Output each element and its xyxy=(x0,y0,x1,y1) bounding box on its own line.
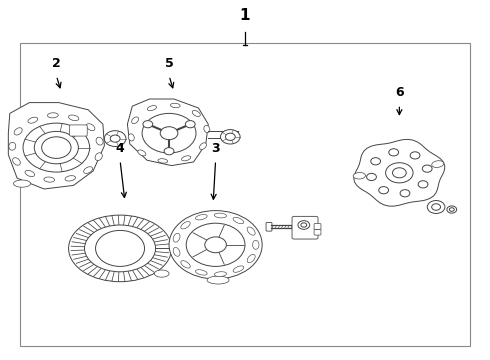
Ellipse shape xyxy=(128,134,134,141)
Ellipse shape xyxy=(247,255,255,263)
Circle shape xyxy=(422,165,432,172)
Circle shape xyxy=(110,135,120,142)
Ellipse shape xyxy=(247,227,255,235)
Ellipse shape xyxy=(432,161,444,167)
Circle shape xyxy=(386,163,413,183)
Circle shape xyxy=(169,211,262,279)
Circle shape xyxy=(371,158,381,165)
Ellipse shape xyxy=(13,180,30,187)
Ellipse shape xyxy=(214,213,226,218)
FancyBboxPatch shape xyxy=(314,229,321,235)
Circle shape xyxy=(392,168,406,178)
Ellipse shape xyxy=(147,105,156,111)
Ellipse shape xyxy=(353,172,366,179)
Ellipse shape xyxy=(65,176,75,181)
Circle shape xyxy=(410,152,420,159)
FancyBboxPatch shape xyxy=(314,224,321,229)
FancyBboxPatch shape xyxy=(292,216,318,239)
Ellipse shape xyxy=(9,142,16,150)
Ellipse shape xyxy=(86,124,95,131)
Circle shape xyxy=(96,230,145,266)
Text: 5: 5 xyxy=(165,57,173,70)
Ellipse shape xyxy=(253,240,259,249)
Circle shape xyxy=(104,131,126,147)
Ellipse shape xyxy=(69,115,79,121)
Circle shape xyxy=(400,190,410,197)
Bar xyxy=(20,43,470,346)
Ellipse shape xyxy=(171,103,180,108)
Ellipse shape xyxy=(173,233,180,242)
Ellipse shape xyxy=(44,177,54,182)
Circle shape xyxy=(432,204,441,210)
Circle shape xyxy=(418,181,428,188)
Ellipse shape xyxy=(84,225,156,272)
Ellipse shape xyxy=(48,113,58,118)
Ellipse shape xyxy=(132,117,139,123)
Circle shape xyxy=(447,206,457,213)
Ellipse shape xyxy=(96,137,103,145)
Circle shape xyxy=(379,186,389,194)
Circle shape xyxy=(164,148,174,155)
Ellipse shape xyxy=(25,170,35,177)
FancyBboxPatch shape xyxy=(70,125,87,136)
Ellipse shape xyxy=(28,117,38,123)
Circle shape xyxy=(142,113,196,153)
Ellipse shape xyxy=(181,221,190,229)
Ellipse shape xyxy=(69,215,172,282)
Ellipse shape xyxy=(95,153,102,161)
Ellipse shape xyxy=(196,270,207,275)
Circle shape xyxy=(186,223,245,266)
Text: 2: 2 xyxy=(52,57,61,70)
Text: 4: 4 xyxy=(116,142,124,155)
Circle shape xyxy=(42,137,71,158)
Ellipse shape xyxy=(182,156,191,161)
Ellipse shape xyxy=(192,111,200,117)
Ellipse shape xyxy=(196,215,207,220)
Ellipse shape xyxy=(14,128,22,135)
Circle shape xyxy=(427,201,445,213)
Circle shape xyxy=(301,223,307,227)
Ellipse shape xyxy=(173,247,180,256)
FancyBboxPatch shape xyxy=(266,222,272,231)
Text: 3: 3 xyxy=(211,142,220,155)
Ellipse shape xyxy=(199,143,206,149)
Ellipse shape xyxy=(181,261,190,268)
Circle shape xyxy=(23,123,90,172)
Circle shape xyxy=(389,149,398,156)
Ellipse shape xyxy=(158,159,168,163)
Circle shape xyxy=(225,133,235,140)
Ellipse shape xyxy=(154,270,169,277)
Ellipse shape xyxy=(233,266,244,272)
Circle shape xyxy=(367,174,376,181)
Polygon shape xyxy=(127,99,208,166)
Circle shape xyxy=(298,221,310,229)
Ellipse shape xyxy=(138,150,146,156)
Circle shape xyxy=(143,121,153,128)
Text: 1: 1 xyxy=(240,8,250,23)
Ellipse shape xyxy=(13,158,21,165)
Ellipse shape xyxy=(214,272,226,276)
Text: 6: 6 xyxy=(395,86,404,99)
Ellipse shape xyxy=(84,167,93,174)
Ellipse shape xyxy=(233,217,244,224)
Polygon shape xyxy=(8,103,104,189)
Ellipse shape xyxy=(204,125,210,132)
Circle shape xyxy=(34,131,78,164)
Circle shape xyxy=(160,127,178,140)
Circle shape xyxy=(185,121,195,128)
Circle shape xyxy=(220,130,240,144)
Circle shape xyxy=(449,208,454,211)
Polygon shape xyxy=(354,139,445,206)
Ellipse shape xyxy=(207,276,229,284)
Circle shape xyxy=(205,237,226,253)
